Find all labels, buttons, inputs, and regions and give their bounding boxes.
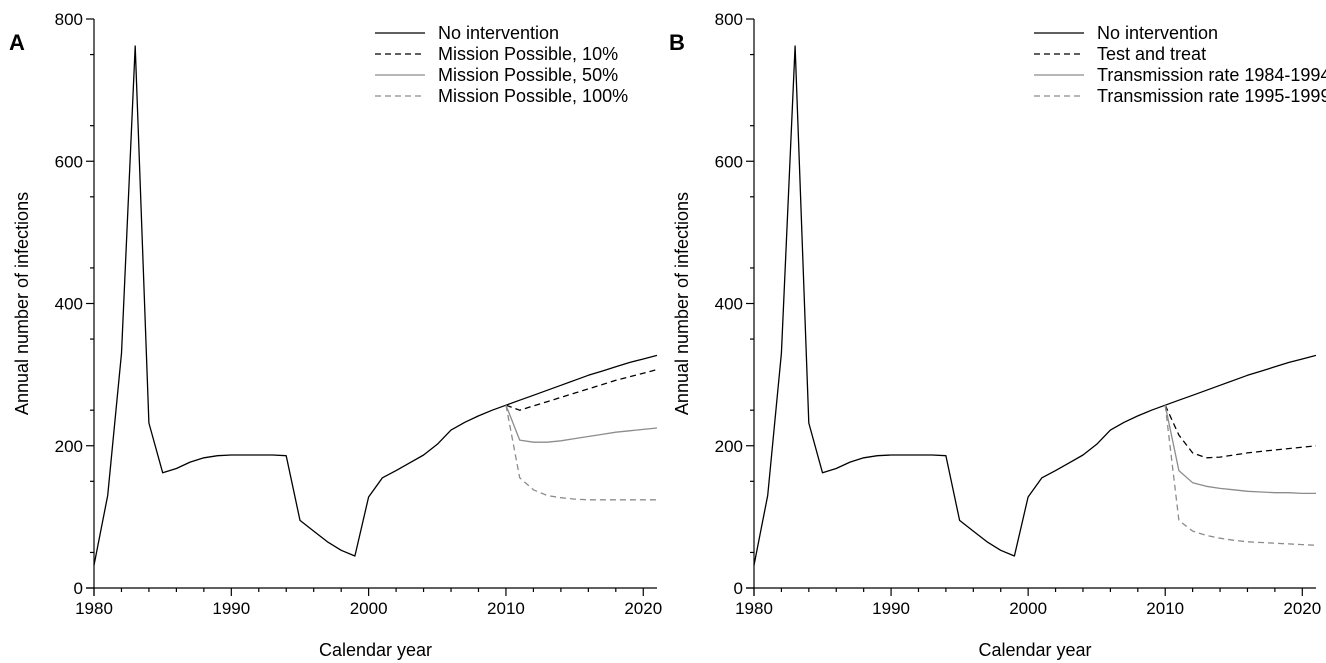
x-tick-label: 2010	[1146, 599, 1184, 618]
y-axis-label: Annual number of infections	[672, 192, 692, 415]
y-tick-label: 800	[715, 10, 743, 29]
panel-letter: A	[9, 30, 25, 55]
chart-panel-a: 0 200 400 600 800 1980 1990 2000 2010 2020 Calenda…	[9, 10, 662, 660]
legend-label: Mission Possible, 100%	[438, 86, 628, 106]
legend-label: Transmission rate 1984-1994	[1097, 65, 1326, 85]
x-tick-label: 2020	[1283, 599, 1321, 618]
series-line-2	[1164, 404, 1317, 459]
legend-label: No intervention	[1097, 23, 1218, 43]
y-tick-label: 800	[55, 10, 83, 29]
chart-panel-b: 0 200 400 600 800 1980 1990 2000 2010 2020 Calenda…	[669, 10, 1326, 660]
x-tick-label: 1980	[75, 599, 113, 618]
y-axis-label: Annual number of infections	[12, 192, 32, 415]
y-tick-label: 200	[715, 437, 743, 456]
x-tick-label: 2000	[350, 599, 388, 618]
x-tick-label: 1990	[872, 599, 910, 618]
panel-letter: B	[669, 30, 685, 55]
legend-label: Test and treat	[1097, 44, 1206, 64]
y-tick-label: 0	[734, 579, 743, 598]
x-tick-label: 1980	[735, 599, 773, 618]
y-tick-label: 0	[74, 579, 83, 598]
x-tick-label: 2020	[624, 599, 662, 618]
series-line-3	[505, 404, 658, 443]
series-line-2	[505, 368, 658, 411]
x-axis-label: Calendar year	[319, 640, 432, 660]
x-tick-label: 2000	[1009, 599, 1047, 618]
series-line-1	[93, 45, 658, 566]
y-tick-label: 400	[55, 295, 83, 314]
x-tick-label: 2010	[487, 599, 525, 618]
y-tick-label: 600	[715, 152, 743, 171]
series-line-1	[753, 45, 1317, 566]
series-line-4	[505, 405, 657, 501]
x-tick-label: 1990	[212, 599, 250, 618]
y-tick-label: 600	[55, 152, 83, 171]
y-tick-label: 400	[715, 295, 743, 314]
legend-label: Mission Possible, 50%	[438, 65, 618, 85]
legend-label: No intervention	[438, 23, 559, 43]
legend-label: Transmission rate 1995-1999	[1097, 86, 1326, 106]
y-tick-label: 200	[55, 437, 83, 456]
legend-label: Mission Possible, 10%	[438, 44, 618, 64]
x-axis-label: Calendar year	[978, 640, 1091, 660]
series-line-4	[1164, 405, 1317, 546]
series-line-3	[1164, 405, 1316, 495]
